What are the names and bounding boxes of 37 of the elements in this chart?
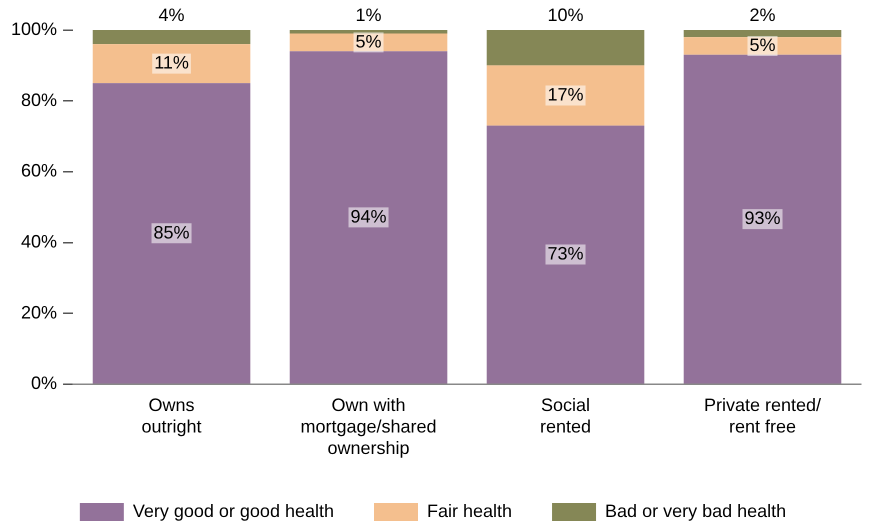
y-tick-label: 80%: [21, 90, 58, 110]
y-tick-label: 60%: [21, 160, 58, 181]
y-tick-label: 100%: [10, 18, 58, 39]
x-tick-label: Owns outright: [142, 394, 202, 437]
bar: [92, 83, 250, 384]
bar: [92, 30, 250, 44]
data-label: 5%: [749, 34, 776, 55]
data-label: 94%: [350, 206, 387, 226]
bar: [486, 65, 644, 126]
legend-label: Fair health: [427, 500, 512, 521]
data-label: 73%: [548, 244, 584, 264]
y-tick-label: 40%: [21, 231, 58, 252]
bar: [290, 51, 448, 384]
data-label: 10%: [548, 4, 584, 25]
data-label: 11%: [154, 52, 189, 73]
data-label: 2%: [749, 4, 776, 25]
bar: [290, 30, 448, 34]
bar: [486, 30, 644, 66]
legend-label: Very good or good health: [132, 500, 334, 521]
bar: [92, 44, 250, 84]
x-tick-label: Private rented/ rent free: [704, 394, 822, 437]
bar: [486, 126, 644, 384]
data-label: 1%: [356, 4, 382, 25]
x-tick-label: Own with mortgage/shared ownership: [300, 394, 437, 458]
y-tick-label: 20%: [21, 302, 58, 322]
bar: [684, 54, 842, 384]
data-label: 17%: [548, 84, 584, 104]
legend-label: Bad or very bad health: [605, 500, 786, 521]
bar: [290, 34, 448, 52]
y-tick-label: 0%: [31, 373, 58, 394]
bar: [684, 37, 842, 55]
data-label: 5%: [356, 31, 382, 52]
data-label: 93%: [744, 208, 781, 228]
data-label: 4%: [158, 4, 185, 25]
x-tick-label: Social rented: [540, 394, 592, 437]
data-label: 85%: [154, 222, 190, 242]
bar: [684, 30, 842, 38]
